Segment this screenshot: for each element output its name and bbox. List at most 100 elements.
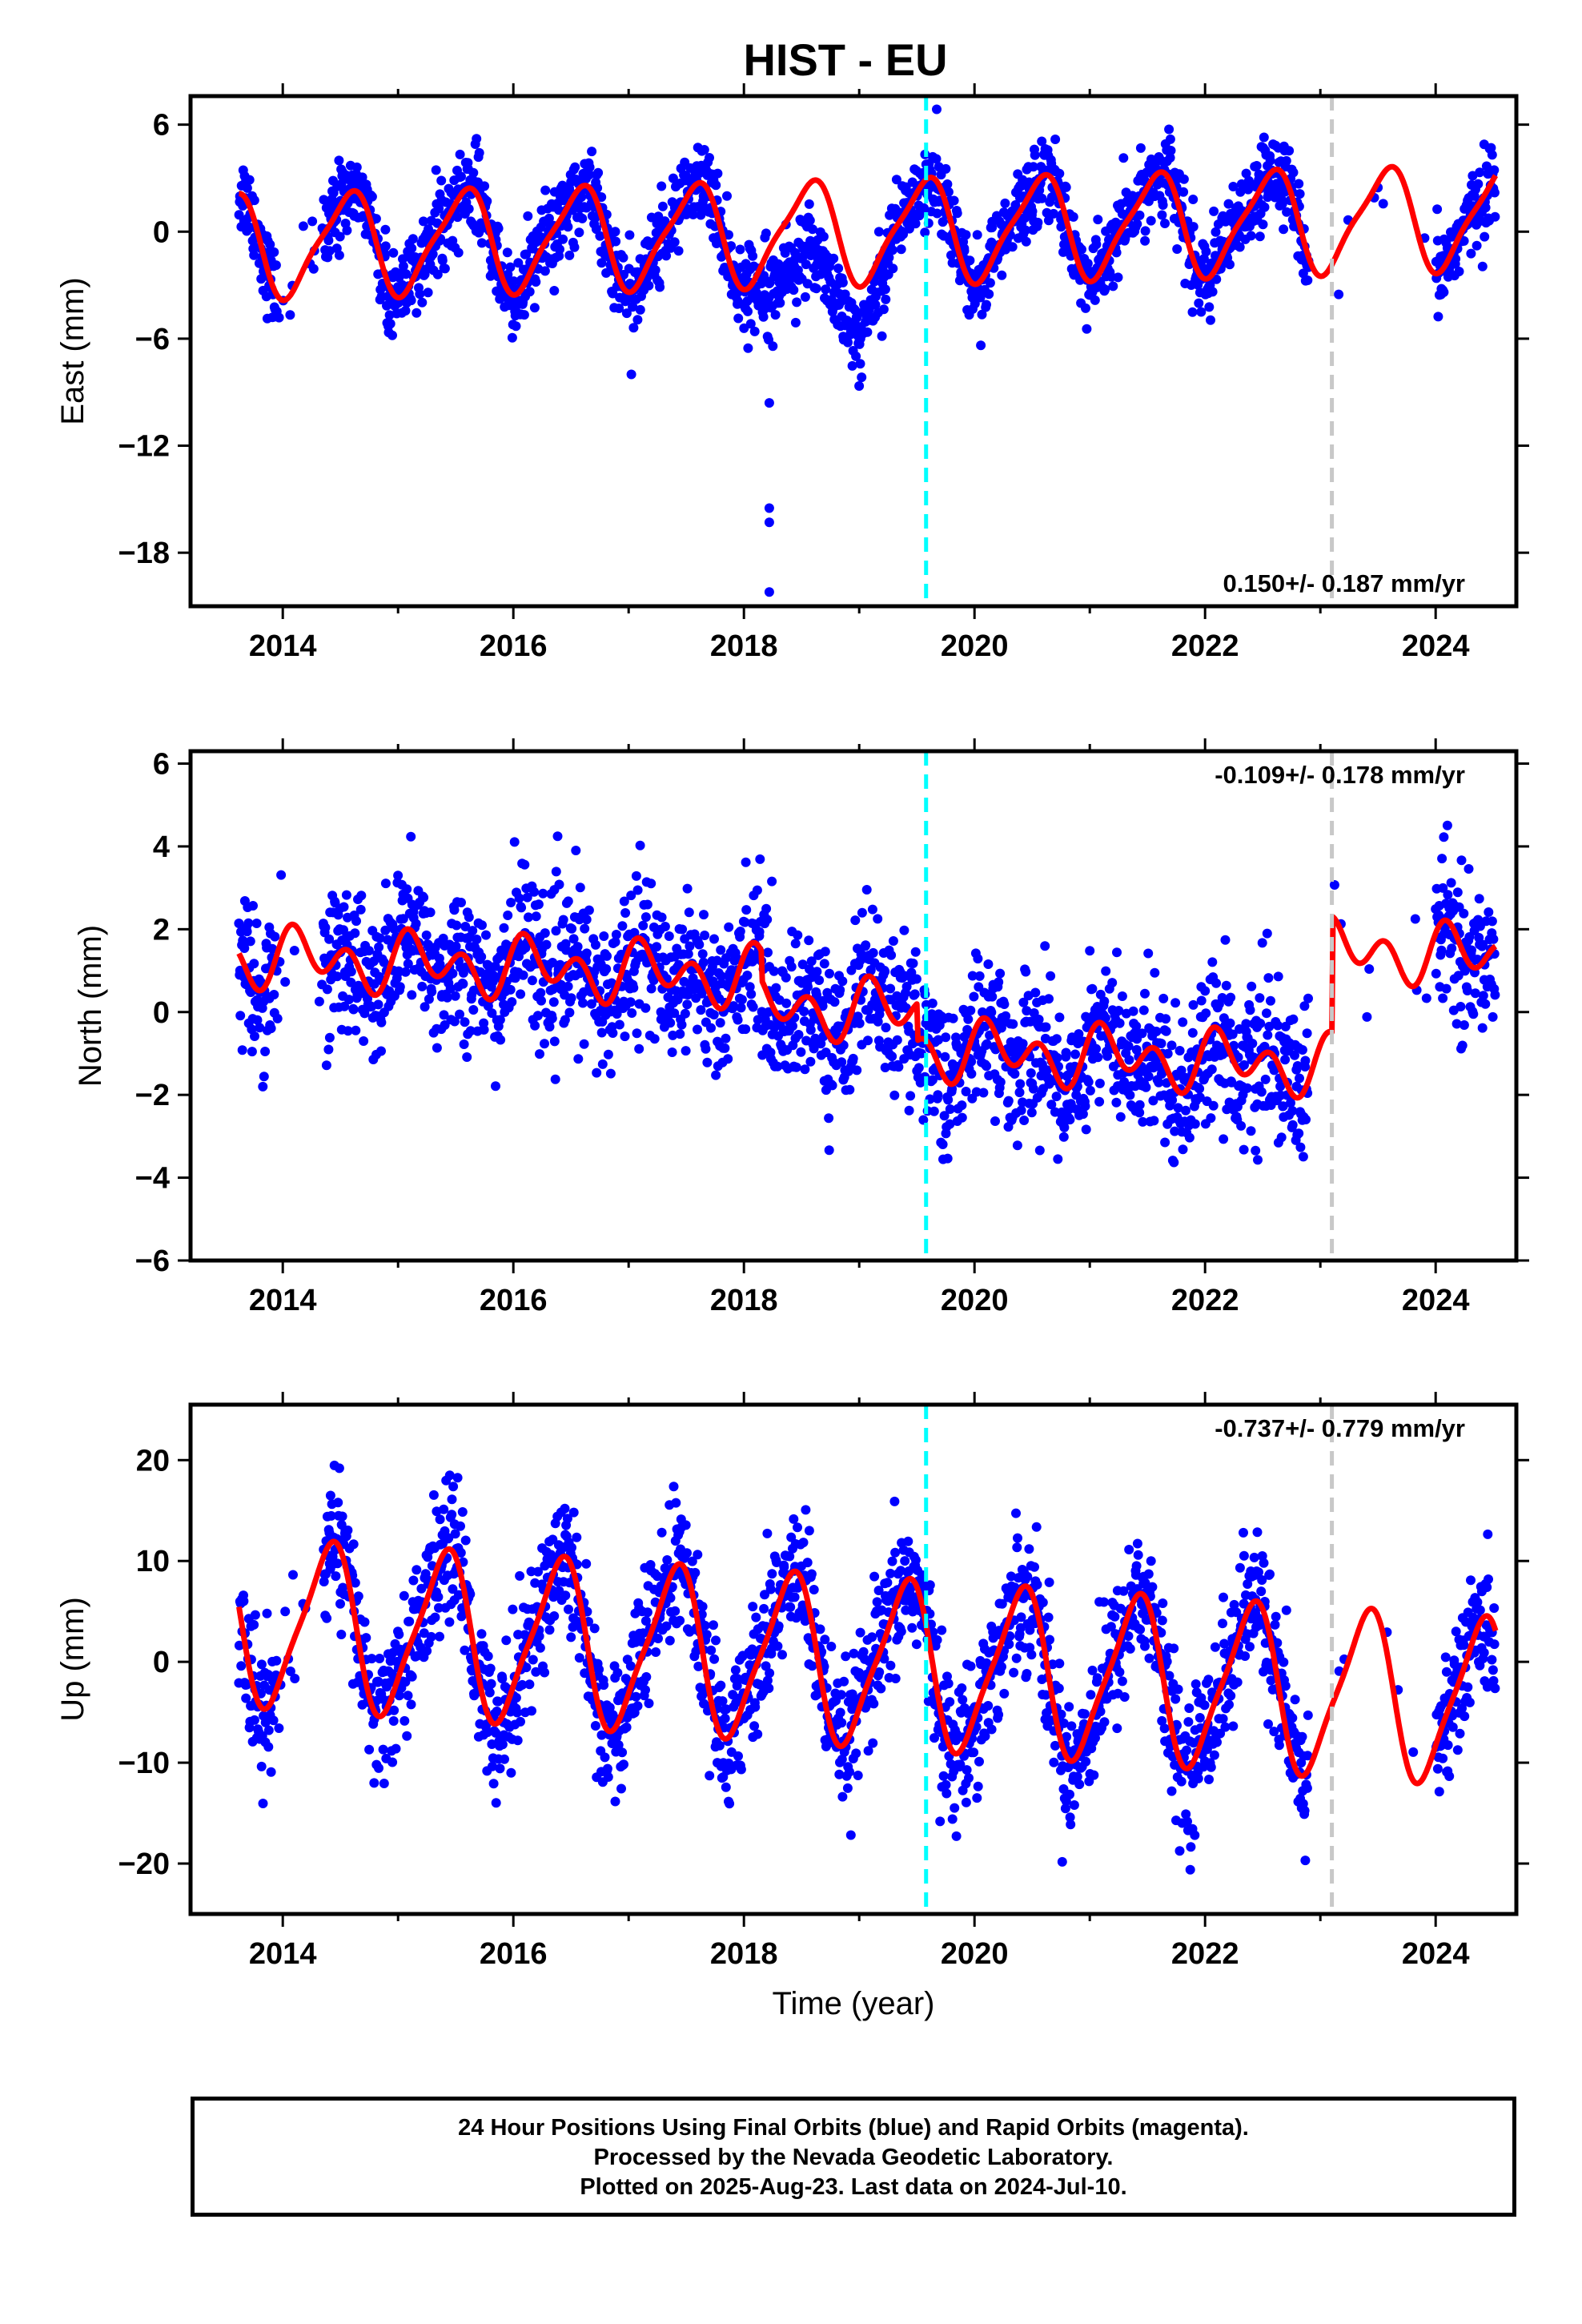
east-point xyxy=(1090,295,1100,305)
north-point xyxy=(626,891,636,901)
east-point xyxy=(1037,136,1047,147)
north-point xyxy=(339,902,349,912)
east-point xyxy=(1134,210,1145,220)
north-point xyxy=(477,920,487,931)
north-point xyxy=(1280,1055,1291,1065)
north-point xyxy=(942,1153,953,1164)
up-point xyxy=(531,1667,541,1677)
north-point xyxy=(272,1013,283,1023)
east-point xyxy=(513,258,524,268)
north-point xyxy=(456,898,466,907)
north-point xyxy=(682,999,693,1010)
north-point xyxy=(829,997,840,1007)
north-point xyxy=(945,1104,955,1114)
north-point xyxy=(1456,855,1467,866)
north-point xyxy=(1170,1126,1180,1136)
north-point xyxy=(269,990,279,999)
up-point xyxy=(516,1716,525,1727)
east-point xyxy=(1258,219,1268,230)
east-point xyxy=(1489,165,1500,175)
east-point xyxy=(624,230,635,240)
north-point xyxy=(957,1100,967,1111)
east-point xyxy=(910,219,921,229)
east-point xyxy=(984,289,994,300)
east-point xyxy=(524,287,535,297)
up-point xyxy=(701,1630,712,1640)
north-point xyxy=(887,1051,897,1062)
east-point xyxy=(440,263,450,274)
north-point xyxy=(745,982,755,992)
north-point xyxy=(852,1065,862,1076)
up-point xyxy=(495,1763,505,1774)
up-point xyxy=(670,1606,681,1616)
up-point xyxy=(263,1725,274,1735)
north-point xyxy=(948,1013,958,1023)
north-point xyxy=(438,933,448,943)
up-point xyxy=(274,1723,284,1733)
north-point xyxy=(520,859,530,870)
east-point xyxy=(519,310,529,320)
north-point xyxy=(1034,1145,1045,1156)
east-point xyxy=(1259,202,1270,212)
north-point xyxy=(1051,1034,1062,1044)
up-point xyxy=(533,1566,543,1577)
north-point xyxy=(824,1113,834,1124)
north-point xyxy=(468,985,479,995)
north-point xyxy=(1442,820,1452,830)
north-point xyxy=(460,1017,470,1027)
north-point xyxy=(904,1105,914,1116)
east-point xyxy=(986,237,997,247)
east-point xyxy=(408,234,418,244)
east-point xyxy=(285,310,295,320)
up-point xyxy=(391,1743,401,1754)
north-point xyxy=(665,1018,676,1028)
north-point xyxy=(619,896,629,907)
up-point xyxy=(644,1699,654,1708)
north-point xyxy=(1206,1113,1216,1124)
east-point xyxy=(804,199,814,209)
east-point xyxy=(584,162,595,172)
north-point xyxy=(848,1053,858,1063)
up-point xyxy=(711,1635,721,1646)
north-point xyxy=(351,1025,361,1035)
up-point xyxy=(353,1591,363,1602)
up-point xyxy=(690,1567,701,1578)
east-point xyxy=(811,283,821,294)
up-point xyxy=(651,1647,661,1657)
north-point xyxy=(339,925,348,935)
north-point xyxy=(627,1008,637,1018)
east-point xyxy=(298,221,308,231)
east-point xyxy=(434,203,444,214)
north-point xyxy=(255,1023,265,1033)
up-point xyxy=(750,1702,761,1712)
north-point xyxy=(941,1032,951,1043)
north-point xyxy=(1188,999,1199,1010)
north-point xyxy=(1178,1017,1188,1027)
up-point xyxy=(262,1608,272,1618)
east-point xyxy=(1480,231,1490,242)
north-point xyxy=(1253,1155,1263,1165)
north-point xyxy=(1462,986,1472,995)
north-point xyxy=(400,967,411,977)
north-point xyxy=(806,956,817,967)
north-point xyxy=(425,907,436,918)
north-point xyxy=(1169,1157,1179,1168)
east-point xyxy=(1100,284,1110,295)
north-point xyxy=(1437,854,1447,864)
up-point xyxy=(322,1613,332,1623)
up-point xyxy=(656,1527,667,1538)
north-point xyxy=(1262,928,1272,939)
north-point xyxy=(1018,1039,1028,1049)
east-point xyxy=(705,153,714,163)
east-point xyxy=(743,343,753,353)
north-point xyxy=(885,983,896,994)
east-point xyxy=(1043,215,1054,226)
east-point xyxy=(878,304,889,315)
north-y-tick-label: 2 xyxy=(153,913,170,947)
up-point xyxy=(560,1503,570,1514)
north-point xyxy=(321,1060,331,1071)
east-point xyxy=(1046,192,1057,203)
east-point xyxy=(587,147,597,157)
north-x-tick-label: 2016 xyxy=(480,1284,548,1317)
north-point xyxy=(819,959,829,969)
